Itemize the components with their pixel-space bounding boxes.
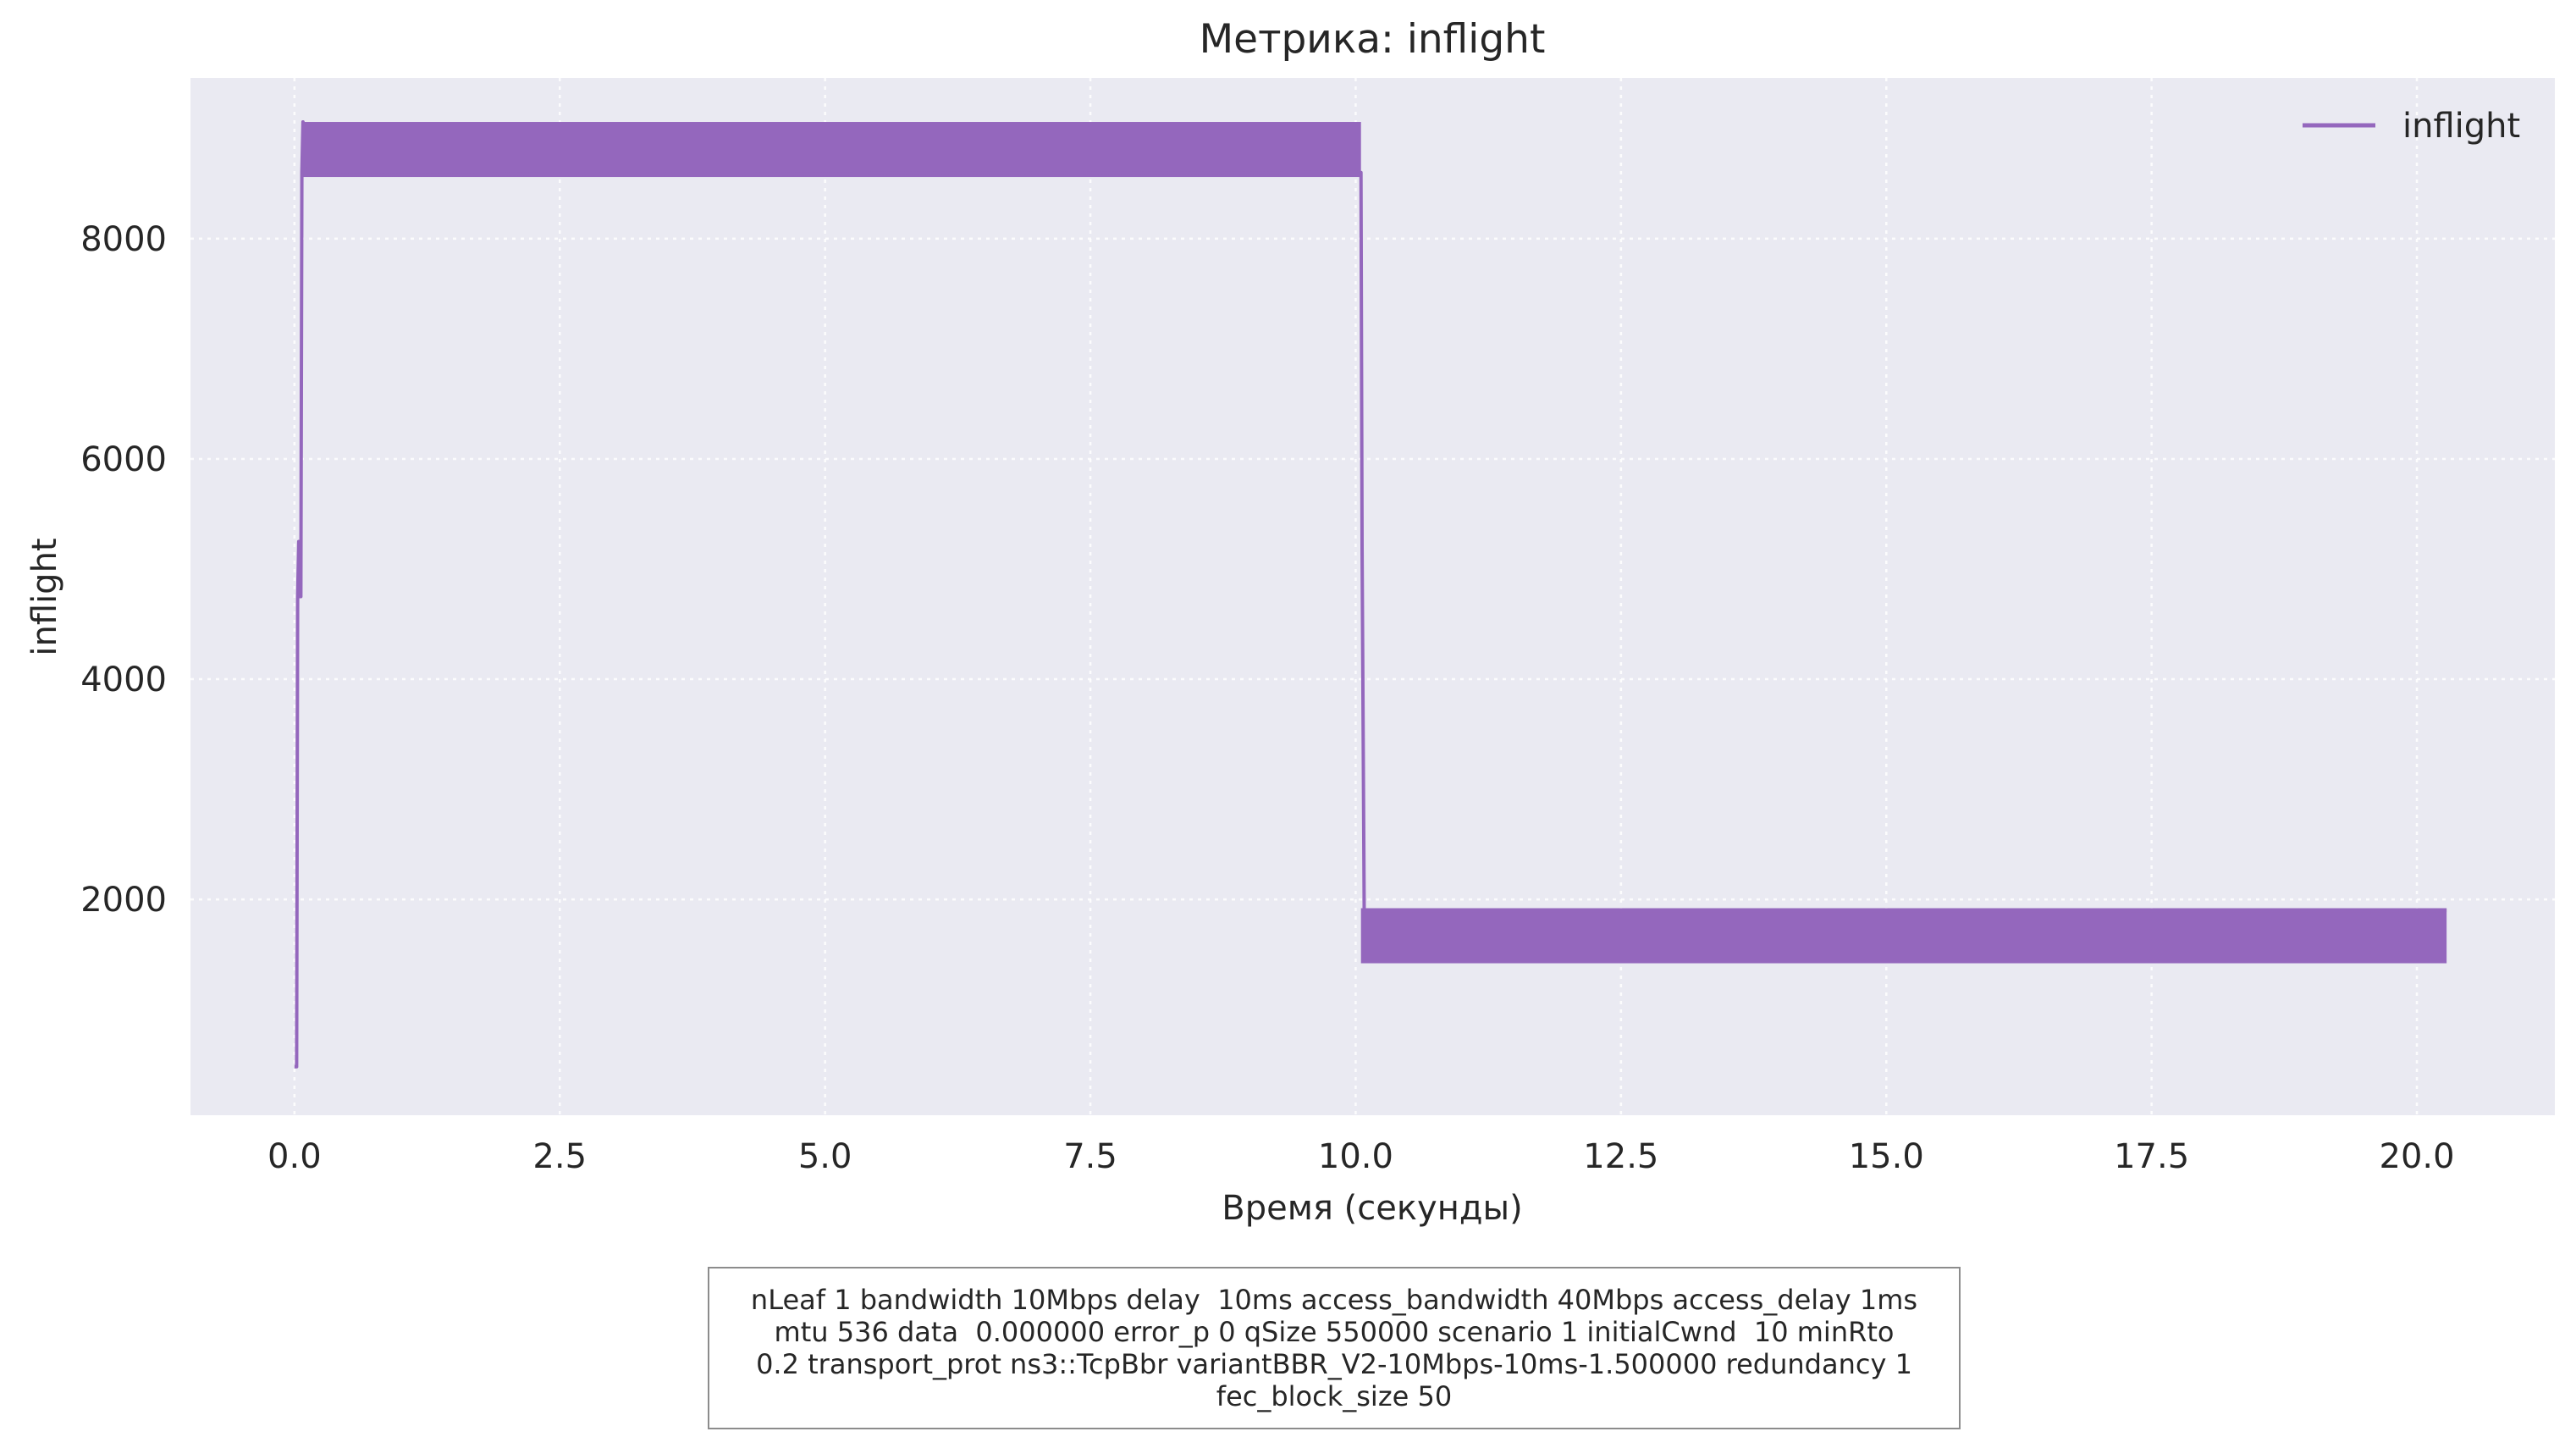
x-axis-label: Время (секунды)	[1222, 1189, 1522, 1228]
series-band-inflight	[301, 122, 1361, 178]
y-tick-label: 8000	[80, 220, 167, 259]
y-tick-label: 6000	[80, 440, 167, 479]
y-tick-label: 2000	[80, 881, 167, 920]
series-line-inflight	[294, 120, 2447, 1069]
legend-label-inflight: inflight	[2402, 107, 2520, 146]
caption-line: 0.2 transport_prot ns3::TcpBbr variantBB…	[756, 1348, 1912, 1380]
y-axis-label: inflight	[25, 538, 64, 655]
caption-line: mtu 536 data 0.000000 error_p 0 qSize 55…	[774, 1316, 1895, 1348]
series-layer	[294, 120, 2447, 1069]
x-tick-label: 2.5	[532, 1137, 587, 1176]
x-tick-label: 17.5	[2114, 1137, 2189, 1176]
x-tick-label: 12.5	[1583, 1137, 1658, 1176]
legend: inflight	[2303, 107, 2520, 146]
x-tick-label: 10.0	[1318, 1137, 1393, 1176]
y-tick-labels: 2000 4000 6000 8000	[80, 220, 167, 920]
x-tick-labels: 0.0 2.5 5.0 7.5 10.0 12.5 15.0 17.5 20.0	[268, 1137, 2455, 1176]
x-tick-label: 0.0	[268, 1137, 322, 1176]
parameters-caption: nLeaf 1 bandwidth 10Mbps delay 10ms acce…	[708, 1267, 1961, 1429]
x-tick-label: 20.0	[2380, 1137, 2455, 1176]
y-tick-label: 4000	[80, 660, 167, 699]
x-tick-label: 7.5	[1063, 1137, 1117, 1176]
x-tick-label: 5.0	[798, 1137, 852, 1176]
caption-line: fec_block_size 50	[1216, 1380, 1453, 1412]
caption-line: nLeaf 1 bandwidth 10Mbps delay 10ms acce…	[750, 1284, 1918, 1316]
chart-title: Метрика: inflight	[1200, 16, 1546, 63]
x-tick-label: 15.0	[1849, 1137, 1924, 1176]
series-band-inflight	[1360, 908, 2447, 964]
